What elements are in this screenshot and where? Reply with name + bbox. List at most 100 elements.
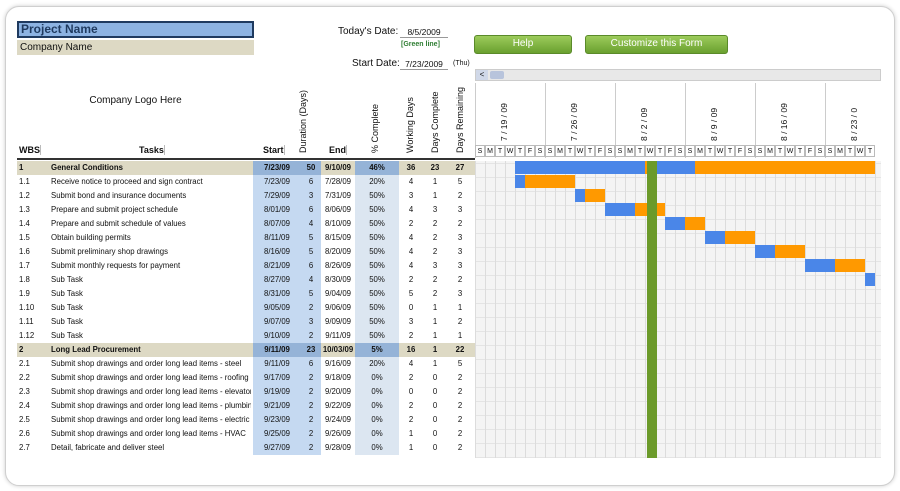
cell-pct[interactable]: 50% [355,203,399,217]
cell-end[interactable]: 7/31/09 [324,191,351,200]
cell-end[interactable]: 9/09/09 [324,317,351,326]
cell-task[interactable]: Detail, fabricate and deliver steel [51,443,165,452]
cell-dr[interactable]: 3 [457,289,463,298]
cell-task[interactable]: Submit shop drawings and order long lead… [51,373,249,382]
cell-wd[interactable]: 2 [408,331,414,340]
cell-wbs[interactable]: 2.1 [19,359,30,368]
cell-start[interactable]: 9/21/09 [253,399,301,413]
cell-wbs[interactable]: 1 [19,163,24,172]
cell-wd[interactable]: 4 [408,261,414,270]
cell-start[interactable]: 9/05/09 [253,301,301,315]
cell-pct[interactable]: 50% [355,287,399,301]
cell-end[interactable]: 8/30/09 [324,275,351,284]
cell-end[interactable]: 9/20/09 [324,387,351,396]
cell-wd[interactable]: 1 [408,429,414,438]
cell-pct[interactable]: 20% [355,175,399,189]
cell-pct[interactable]: 0% [355,427,399,441]
table-row[interactable]: 1.1 Receive notice to proceed and sign co… [17,175,475,189]
cell-task[interactable]: Submit preliminary shop drawings [51,247,169,256]
cell-end[interactable]: 9/22/09 [324,401,351,410]
cell-dr[interactable]: 2 [457,401,463,410]
cell-dr[interactable]: 2 [457,387,463,396]
cell-dur[interactable]: 3 [301,189,321,203]
cell-dr[interactable]: 3 [457,233,463,242]
help-button[interactable]: Help [474,35,572,54]
cell-start[interactable]: 7/23/09 [253,161,301,175]
project-name-cell[interactable]: Project Name [17,21,254,38]
cell-pct[interactable]: 50% [355,315,399,329]
cell-task[interactable]: Sub Task [51,317,83,326]
cell-end[interactable]: 8/20/09 [324,247,351,256]
cell-dc[interactable]: 2 [432,275,438,284]
table-row[interactable]: 2.3 Submit shop drawings and order long l… [17,385,475,399]
table-row[interactable]: 1.5 Obtain building permits 8/11/09 5 8/15/0… [17,231,475,245]
cell-task[interactable]: Obtain building permits [51,233,131,242]
cell-dur[interactable]: 5 [301,245,321,259]
cell-wbs[interactable]: 1.8 [19,275,30,284]
cell-start[interactable]: 9/23/09 [253,413,301,427]
cell-dr[interactable]: 2 [457,275,463,284]
cell-task[interactable]: Receive notice to proceed and sign contr… [51,177,203,186]
cell-dr[interactable]: 2 [457,219,463,228]
timeline-scrollbar[interactable]: < [475,69,881,81]
cell-start[interactable]: 7/29/09 [253,189,301,203]
cell-end[interactable]: 9/04/09 [324,289,351,298]
cell-dur[interactable]: 5 [301,287,321,301]
cell-pct[interactable]: 0% [355,413,399,427]
table-row[interactable]: 2.1 Submit shop drawings and order long l… [17,357,475,371]
cell-start[interactable]: 9/11/09 [253,343,301,357]
table-row[interactable]: 2.7 Detail, fabricate and deliver steel 9/… [17,441,475,455]
cell-dur[interactable]: 5 [301,231,321,245]
cell-dur[interactable]: 6 [301,357,321,371]
cell-dur[interactable]: 50 [301,161,321,175]
summary-row[interactable]: 2 Long Lead Procurement 9/11/09 23 10/03/09 5… [17,343,475,357]
cell-pct[interactable]: 50% [355,301,399,315]
cell-wd[interactable]: 1 [408,443,414,452]
cell-pct[interactable]: 20% [355,357,399,371]
cell-dc[interactable]: 2 [432,233,438,242]
cell-dur[interactable]: 6 [301,259,321,273]
cell-task[interactable]: Submit shop drawings and order long lead… [51,401,251,410]
today-date-value[interactable]: 8/5/2009 [400,27,448,38]
cell-wd[interactable]: 16 [406,345,416,354]
cell-dc[interactable]: 1 [432,345,438,354]
cell-end[interactable]: 8/15/09 [324,233,351,242]
table-row[interactable]: 1.6 Submit preliminary shop drawings 8/16/… [17,245,475,259]
cell-task[interactable]: Submit shop drawings and order long lead… [51,359,242,368]
cell-end[interactable]: 9/26/09 [324,429,351,438]
cell-dr[interactable]: 3 [457,205,463,214]
cell-wd[interactable]: 3 [408,317,414,326]
cell-wd[interactable]: 0 [408,387,414,396]
customize-form-button[interactable]: Customize this Form [585,35,728,54]
cell-dr[interactable]: 3 [457,261,463,270]
cell-task[interactable]: Sub Task [51,275,83,284]
cell-wd[interactable]: 2 [408,401,414,410]
cell-wd[interactable]: 0 [408,303,414,312]
cell-start[interactable]: 8/11/09 [253,231,301,245]
company-name-cell[interactable]: Company Name [17,40,254,55]
cell-dur[interactable]: 4 [301,217,321,231]
cell-dur[interactable]: 2 [301,413,321,427]
cell-wbs[interactable]: 2 [19,345,24,354]
cell-dur[interactable]: 2 [301,427,321,441]
cell-start[interactable]: 8/07/09 [253,217,301,231]
cell-dr[interactable]: 27 [455,163,465,172]
table-row[interactable]: 1.12 Sub Task 9/10/09 2 9/11/09 50% 2 1 1 [17,329,475,343]
cell-dr[interactable]: 2 [457,191,463,200]
cell-wbs[interactable]: 2.4 [19,401,30,410]
cell-pct[interactable]: 0% [355,399,399,413]
cell-wbs[interactable]: 1.7 [19,261,30,270]
table-row[interactable]: 1.7 Submit monthly requests for payment 8/… [17,259,475,273]
scroll-left-button[interactable]: < [476,70,488,80]
cell-start[interactable]: 9/10/09 [253,329,301,343]
cell-wd[interactable]: 2 [408,219,414,228]
cell-wd[interactable]: 36 [406,163,416,172]
cell-task[interactable]: Prepare and submit project schedule [51,205,178,214]
cell-wd[interactable]: 2 [408,415,414,424]
cell-dc[interactable]: 3 [432,261,438,270]
cell-wbs[interactable]: 1.3 [19,205,30,214]
cell-wd[interactable]: 4 [408,247,414,256]
cell-dr[interactable]: 3 [457,247,463,256]
cell-wbs[interactable]: 1.1 [19,177,30,186]
cell-end[interactable]: 9/18/09 [324,373,351,382]
